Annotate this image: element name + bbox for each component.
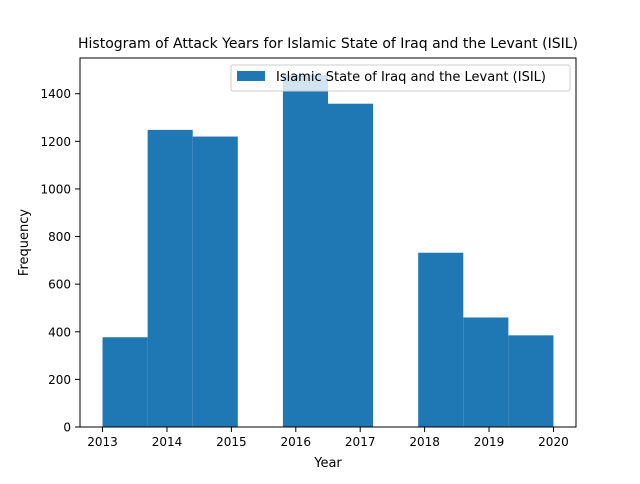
histogram-bar-8 [463, 317, 509, 427]
x-axis-ticks: 2013 2014 2015 2016 2017 2018 2019 2020 [87, 427, 569, 449]
x-tick-label-1: 2014 [152, 435, 183, 449]
histogram-bar-7 [418, 252, 464, 427]
y-axis-ticks: 0 200 400 600 800 1000 1200 1400 [40, 87, 80, 435]
x-tick-label-5: 2018 [409, 435, 440, 449]
x-tick-label-0: 2013 [87, 435, 118, 449]
legend: Islamic State of Iraq and the Levant (IS… [230, 64, 571, 92]
legend-box [230, 64, 571, 92]
legend-label: Islamic State of Iraq and the Levant (IS… [276, 70, 546, 85]
x-tick-label-2: 2015 [216, 435, 247, 449]
histogram-bar-9 [508, 335, 554, 427]
y-tick-label-5: 1000 [40, 182, 71, 196]
y-tick-label-6: 1200 [40, 135, 71, 149]
histogram-bar-4 [282, 74, 328, 427]
x-tick-label-3: 2016 [281, 435, 312, 449]
y-tick-label-3: 600 [48, 278, 71, 292]
chart-title: Histogram of Attack Years for Islamic St… [78, 36, 578, 52]
histogram-bar-5 [328, 103, 374, 428]
y-axis-label: Frequency [17, 209, 32, 276]
y-tick-label-4: 800 [48, 230, 71, 244]
x-axis-label: Year [313, 456, 342, 471]
bars-group [102, 74, 554, 428]
histogram-bar-1 [147, 129, 193, 427]
x-tick-label-7: 2020 [538, 435, 569, 449]
histogram-bar-0 [102, 337, 148, 427]
y-tick-label-0: 0 [63, 421, 71, 435]
y-tick-label-1: 200 [48, 373, 71, 387]
x-tick-label-4: 2017 [345, 435, 376, 449]
x-tick-label-6: 2019 [474, 435, 505, 449]
legend-swatch [237, 71, 265, 81]
y-tick-label-2: 400 [48, 325, 71, 339]
y-tick-label-7: 1400 [40, 87, 71, 101]
plot-area-frame [79, 57, 577, 428]
histogram-bar-2 [192, 136, 238, 428]
